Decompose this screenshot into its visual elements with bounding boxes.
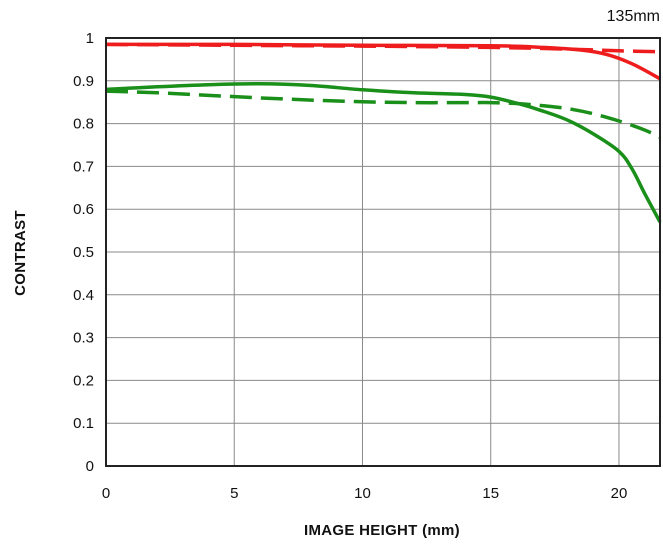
grid: [105, 37, 660, 467]
y-tick-label: 0.4: [73, 287, 94, 304]
y-tick-label: 0: [86, 458, 94, 475]
green-dashed-line: [105, 89, 661, 139]
x-axis-title: IMAGE HEIGHT (mm): [304, 522, 460, 539]
x-tick-label: 20: [611, 485, 628, 502]
tick-labels: 00.10.20.30.40.50.60.70.80.910 5 10 15 20: [73, 30, 627, 502]
chart-title: 135mm: [607, 8, 660, 25]
series-group: [105, 42, 662, 223]
y-tick-label: 0.8: [73, 116, 94, 133]
y-tick-label: 0.6: [73, 201, 94, 218]
y-axis-title: CONTRAST: [12, 210, 29, 296]
x-tick-label: 10: [354, 485, 371, 502]
x-tick-label: 5: [230, 485, 238, 502]
y-tick-label: 0.1: [73, 415, 94, 432]
y-tick-label: 0.7: [73, 158, 94, 175]
x-tick-label: 0: [102, 485, 110, 502]
y-tick-label: 1: [86, 30, 94, 47]
y-tick-label: 0.5: [73, 244, 94, 261]
y-tick-label: 0.9: [73, 73, 94, 90]
y-tick-label: 0.3: [73, 330, 94, 347]
plot-frame: [105, 37, 661, 467]
x-tick-label: 15: [482, 485, 499, 502]
red-dashed-line: [105, 42, 661, 54]
green-solid-line: [105, 82, 662, 223]
y-tick-label: 0.2: [73, 372, 94, 389]
